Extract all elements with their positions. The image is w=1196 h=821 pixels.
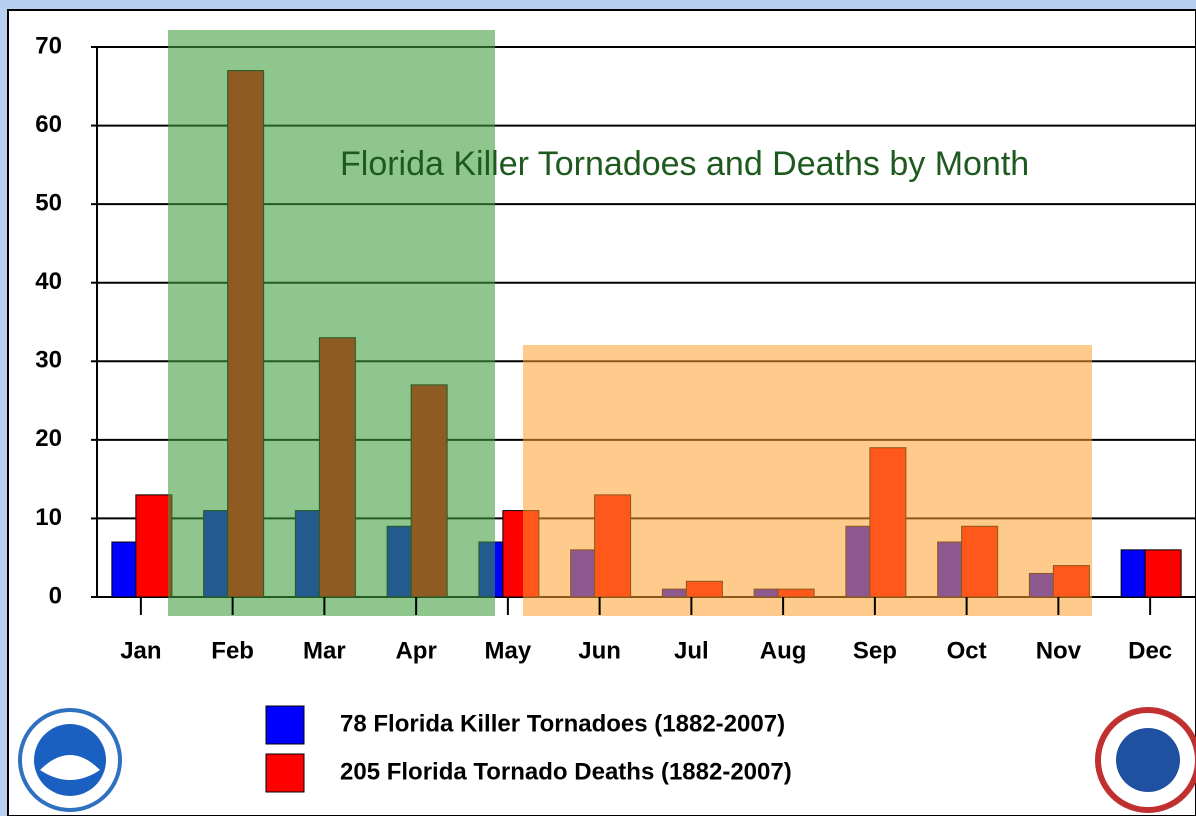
noaa-logo	[18, 708, 122, 812]
y-tick-label: 0	[49, 582, 62, 609]
chart-title: Florida Killer Tornadoes and Deaths by M…	[340, 145, 1029, 183]
nws-logo	[1095, 707, 1196, 813]
y-tick-label: 60	[35, 111, 62, 138]
highlight-region	[523, 345, 1092, 616]
legend-label: 78 Florida Killer Tornadoes (1882-2007)	[340, 710, 785, 737]
axes: 0 10 20 30 40 50 60 70 Jan Feb Mar Apr May Jun Jul Aug S…	[35, 32, 1172, 664]
x-tick-label: Aug	[760, 637, 807, 664]
bar	[1120, 549, 1146, 598]
legend-label: 205 Florida Tornado Deaths (1882-2007)	[340, 758, 792, 785]
x-tick-label: Sep	[853, 637, 897, 664]
x-tick-label: Jan	[120, 637, 161, 664]
y-tick-label: 10	[35, 504, 62, 531]
highlight-region	[168, 30, 495, 616]
bar	[135, 494, 173, 598]
x-tick-label: Feb	[211, 637, 254, 664]
bar	[1144, 549, 1182, 598]
x-tick-label: May	[485, 637, 532, 664]
y-tick-label: 30	[35, 347, 62, 374]
x-tick-label: Jun	[578, 637, 621, 664]
x-tick-label: Dec	[1128, 637, 1172, 664]
x-tick-label: Apr	[395, 637, 436, 664]
x-tick-label: Nov	[1036, 637, 1082, 664]
y-tick-label: 70	[35, 32, 62, 59]
bar	[111, 541, 137, 598]
legend-swatch	[265, 753, 305, 793]
y-tick-label: 20	[35, 425, 62, 452]
y-tick-label: 50	[35, 189, 62, 216]
x-tick-label: Mar	[303, 637, 346, 664]
legend-swatch	[265, 705, 305, 745]
x-tick-label: Jul	[674, 637, 709, 664]
x-tick-label: Oct	[947, 637, 987, 664]
y-tick-label: 40	[35, 268, 62, 295]
